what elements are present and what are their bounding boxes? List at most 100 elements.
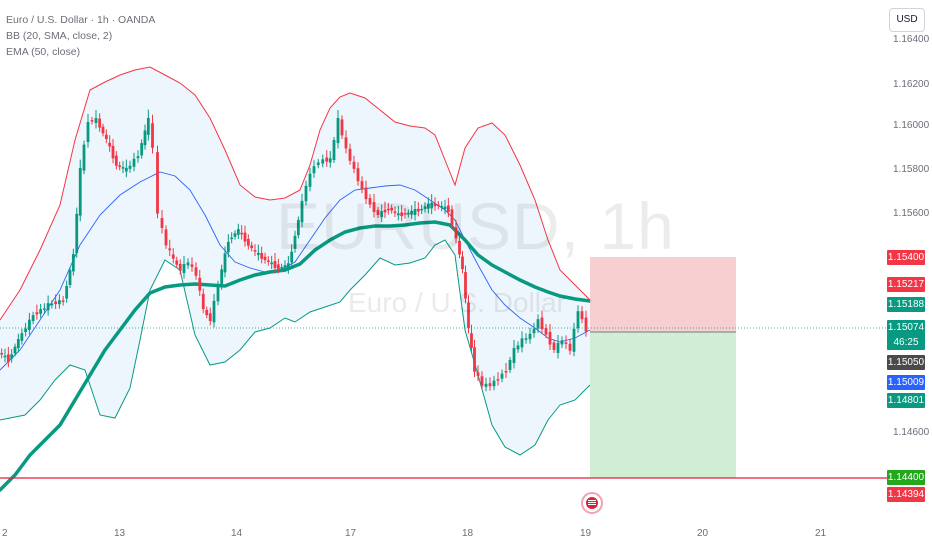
bb-lower-line <box>0 239 591 456</box>
candle-body <box>436 204 440 207</box>
candle-body <box>82 144 86 171</box>
candle-body <box>383 209 387 213</box>
time-axis-label: 2 <box>2 528 8 539</box>
candle-body <box>500 373 504 379</box>
candle-body <box>584 317 588 332</box>
candle-body <box>118 165 122 167</box>
candle-body <box>208 313 212 322</box>
candle-body <box>512 348 516 363</box>
candle-body <box>65 285 69 299</box>
candle-body <box>300 200 304 223</box>
candle-body <box>480 376 484 386</box>
candle-body <box>136 156 140 159</box>
candle-body <box>263 256 267 261</box>
bb-basis-line <box>0 171 591 371</box>
candle-body <box>286 263 290 269</box>
candle-body <box>556 343 560 353</box>
candle-body <box>75 213 79 254</box>
candle-body <box>348 148 352 161</box>
candle-body <box>39 309 43 314</box>
take-profit-zone[interactable] <box>590 332 736 478</box>
candle-body <box>198 277 202 291</box>
bb-legend[interactable]: BB (20, SMA, close, 2) <box>6 30 113 42</box>
candle-body <box>230 237 234 240</box>
candle-body <box>328 158 332 163</box>
time-axis-label: 14 <box>231 528 243 539</box>
price-axis-label: 1.15800 <box>893 164 930 175</box>
bb-upper-price-tag: 1.15217 <box>887 277 925 292</box>
candle-body <box>312 166 316 174</box>
candle-body <box>296 219 300 236</box>
candle-body <box>508 360 512 370</box>
currency-button[interactable]: USD <box>889 8 925 32</box>
candle-body <box>50 303 54 306</box>
candle-body <box>101 126 105 134</box>
bar-countdown: 46:25 <box>893 337 919 348</box>
candle-body <box>290 251 294 263</box>
ema-legend[interactable]: EMA (50, close) <box>6 46 81 58</box>
ema-line <box>0 220 592 492</box>
candle-body <box>520 338 524 348</box>
candle-body <box>94 118 98 123</box>
candle-body <box>492 380 496 387</box>
candle-body <box>403 213 407 215</box>
candle-body <box>108 142 112 147</box>
candle-body <box>576 311 580 329</box>
last-price-tag: 1.15074 46:25 <box>887 320 925 350</box>
candle-body <box>446 205 450 212</box>
candle-body <box>368 198 372 205</box>
us-flag-event-icon[interactable] <box>581 492 603 514</box>
candle-body <box>332 140 336 160</box>
candle-body <box>201 293 205 310</box>
candle-body <box>423 206 427 209</box>
candle-body <box>128 165 132 169</box>
candle-body <box>552 342 556 350</box>
candle-body <box>182 264 186 273</box>
candle-body <box>114 155 118 166</box>
candle-body <box>568 343 572 351</box>
candle-body <box>57 300 61 305</box>
candle-body <box>440 206 444 208</box>
description-watermark: Euro / U.S. Dollar <box>348 287 566 318</box>
candle-body <box>86 122 90 142</box>
price-axis-label: 1.16400 <box>893 34 930 45</box>
candle-body <box>433 203 437 207</box>
candle-body <box>124 167 128 172</box>
candle-body <box>104 134 108 140</box>
candle-body <box>504 371 508 373</box>
candle-body <box>420 208 424 211</box>
candle-body <box>450 209 454 226</box>
candle-body <box>372 202 376 212</box>
symbol-legend[interactable]: Euro / U.S. Dollar · 1h · OANDA <box>6 14 156 26</box>
candle-body <box>194 267 198 276</box>
candle-body <box>443 206 447 210</box>
candle-body <box>10 354 14 359</box>
candle-body <box>233 233 237 237</box>
candle-body <box>54 301 58 305</box>
time-axis-label: 20 <box>697 528 709 539</box>
candle-body <box>340 119 344 136</box>
candle-body <box>393 211 397 214</box>
candle-body <box>532 328 536 334</box>
time-axis-label: 21 <box>815 528 827 539</box>
candle-body <box>396 213 400 216</box>
candle-body <box>13 346 17 354</box>
candle-body <box>121 167 125 169</box>
stop-loss-zone[interactable] <box>590 257 736 332</box>
candle-body <box>16 339 20 349</box>
candle-body <box>344 137 348 149</box>
take-profit-price-tag: 1.14400 <box>887 470 925 485</box>
candle-body <box>283 265 287 269</box>
candle-body <box>426 203 430 209</box>
candle-body <box>321 159 325 164</box>
candle-body <box>186 262 190 266</box>
candle-body <box>220 269 224 286</box>
candle-body <box>68 270 72 285</box>
candle-body <box>293 235 297 249</box>
symbol-watermark: EURUSD, 1h <box>276 189 675 263</box>
candle-body <box>304 185 308 202</box>
candle-body <box>216 285 220 302</box>
price-axis-label: 1.15600 <box>893 208 930 219</box>
candle-body <box>171 254 175 259</box>
